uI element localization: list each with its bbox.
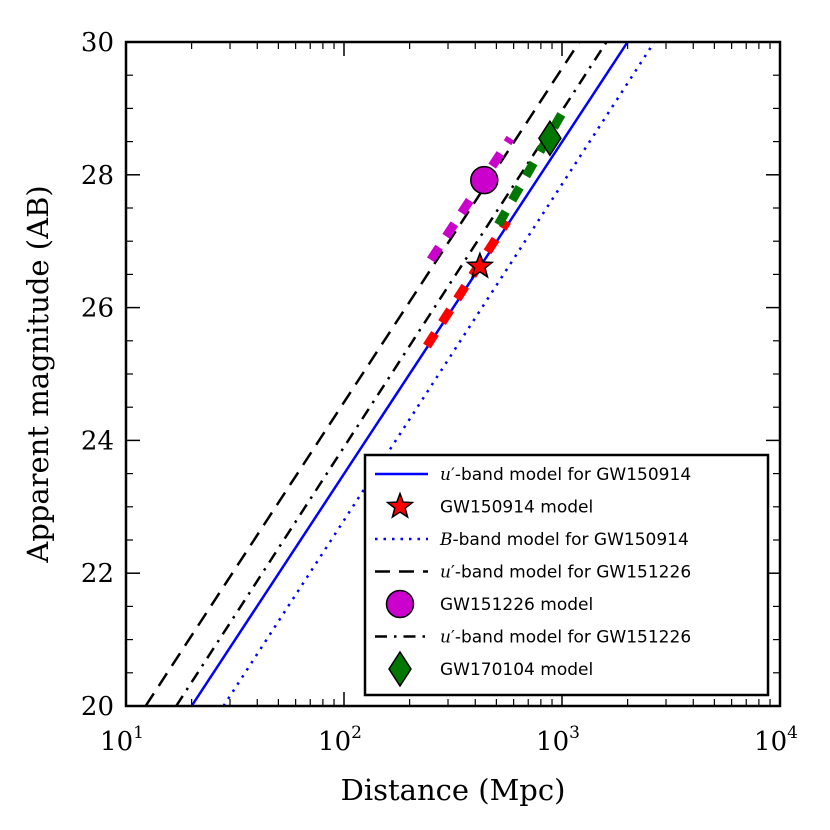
series-u-gw150914 xyxy=(190,42,629,706)
y-tick-label: 28 xyxy=(81,161,114,191)
legend-label-u-gw150914: u′-band model for GW150914 xyxy=(440,465,691,485)
legend-label-gw170104: GW170104 model xyxy=(440,660,593,680)
marker-gw170104 xyxy=(538,119,562,157)
marker-layer xyxy=(465,119,562,279)
x-tick-label: 104 xyxy=(754,723,798,757)
x-tick-label: 101 xyxy=(100,723,144,757)
series-range-gw151226 xyxy=(427,135,515,263)
y-axis-label: Apparent magnitude (AB) xyxy=(21,185,55,563)
y-tick-label: 20 xyxy=(81,692,114,722)
plot-frame xyxy=(124,40,782,708)
series-range-gw150914 xyxy=(423,218,511,349)
series-u-gw151226-b xyxy=(175,42,608,706)
legend-swatch-gw170104 xyxy=(388,650,412,688)
marker-gw150914 xyxy=(465,251,495,279)
legend-label-b-gw150914: B-band model for GW150914 xyxy=(439,530,689,550)
x-tick-label: 102 xyxy=(318,723,362,757)
legend-box xyxy=(363,453,770,697)
x-tick-label: 103 xyxy=(536,723,580,757)
y-tick-label: 30 xyxy=(81,28,114,58)
legend-label-u-gw151226-a: u′-band model for GW151226 xyxy=(440,563,691,583)
tick-layer: 101 102 103 104 20 22 24 26 28 30 xyxy=(81,28,798,757)
series-range-gw170104 xyxy=(494,102,571,227)
legend-swatch-gw150914 xyxy=(385,491,415,519)
legend-label-gw150914: GW150914 model xyxy=(440,498,593,518)
y-tick-label: 26 xyxy=(81,294,114,324)
x-axis-label: Distance (Mpc) xyxy=(341,773,566,807)
legend-label-u-gw151226-b: u′-band model for GW151226 xyxy=(440,628,691,648)
legend-label-gw151226: GW151226 model xyxy=(440,595,593,615)
legend-swatch-gw151226 xyxy=(385,589,415,619)
series-u-gw151226-a xyxy=(144,42,581,706)
marker-gw151226 xyxy=(470,165,499,195)
y-tick-label: 24 xyxy=(81,426,114,456)
series-layer xyxy=(144,42,656,706)
legend: u′-band model for GW150914 GW150914 model… xyxy=(363,453,770,697)
y-tick-label: 22 xyxy=(81,559,114,589)
